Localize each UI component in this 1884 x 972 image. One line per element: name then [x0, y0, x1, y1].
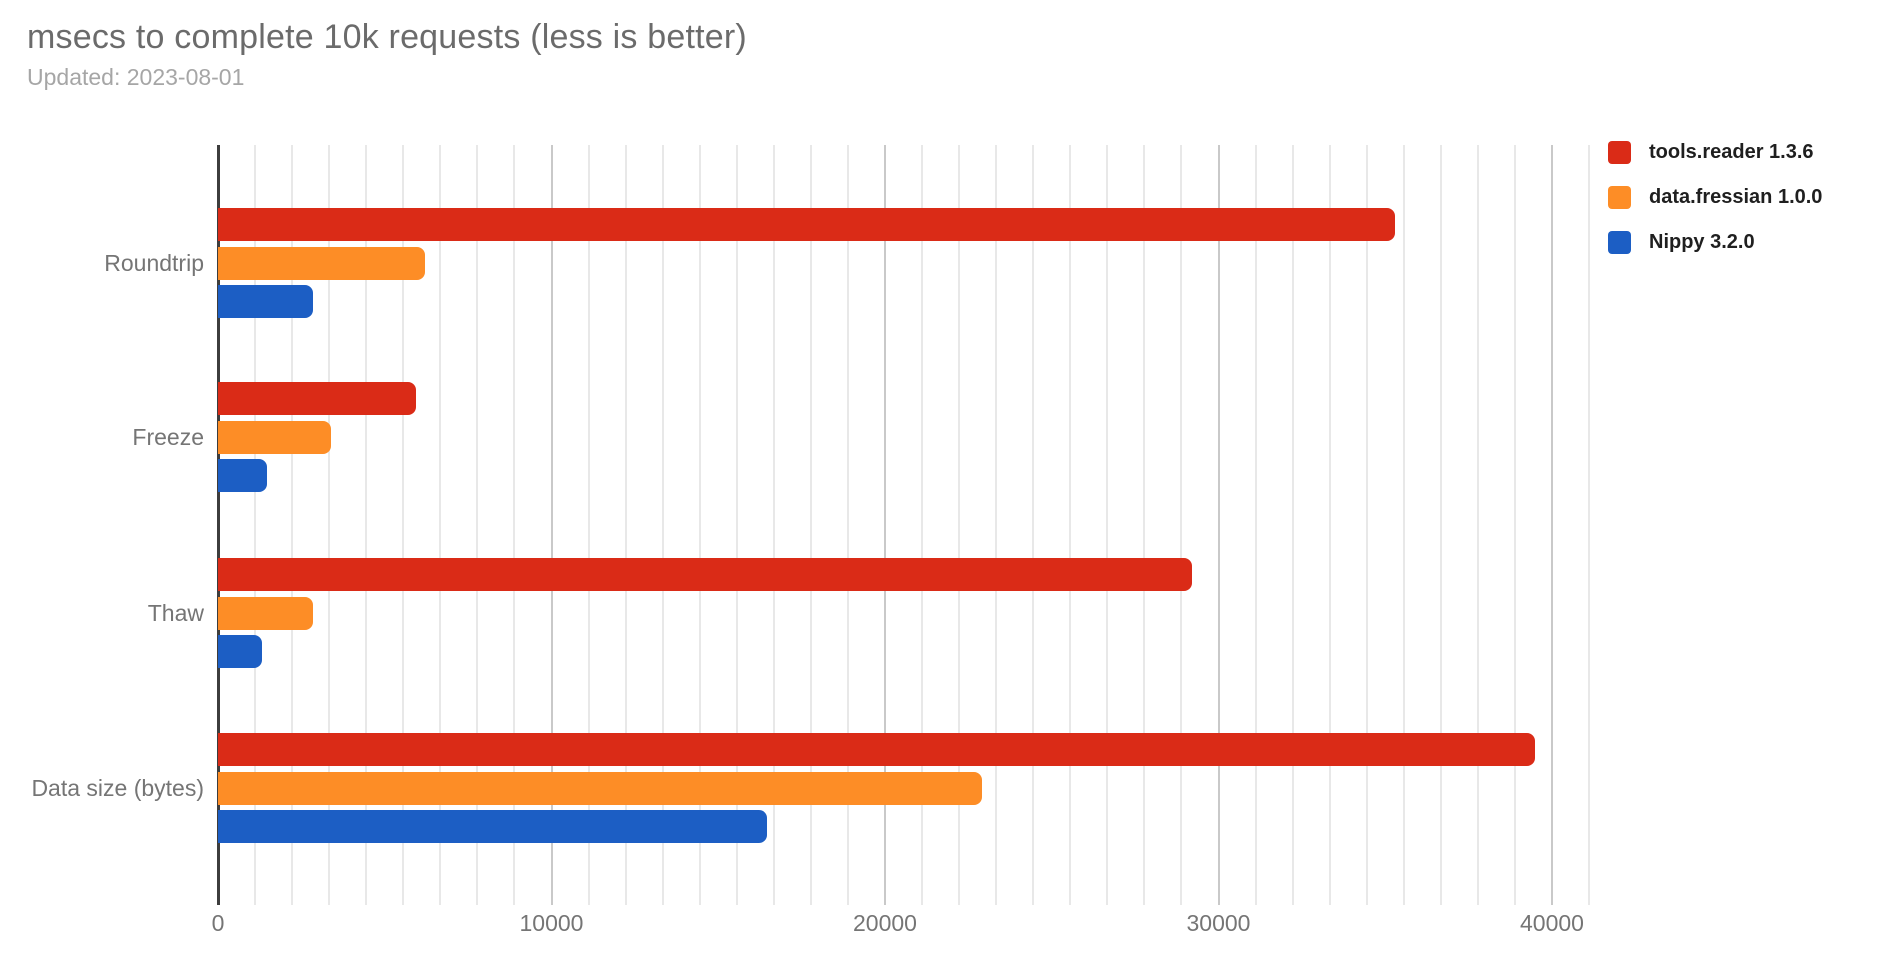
- gridline-minor: [365, 145, 368, 905]
- gridline-minor: [921, 145, 924, 905]
- gridline-minor: [328, 145, 331, 905]
- bar-data-size-bytes-series-1[interactable]: [218, 771, 982, 805]
- gridline-minor: [1328, 145, 1331, 905]
- gridline-minor: [1402, 145, 1405, 905]
- gridline-minor: [1291, 145, 1294, 905]
- gridline-minor: [772, 145, 775, 905]
- gridline-minor: [846, 145, 849, 905]
- gridline-minor: [958, 145, 961, 905]
- category-label: Roundtrip: [104, 250, 204, 276]
- gridline-minor: [698, 145, 701, 905]
- gridline-major: [550, 145, 553, 905]
- bar-data-size-bytes-series-0[interactable]: [218, 733, 1535, 766]
- gridline-major: [1217, 145, 1220, 905]
- bar-roundtrip-series-2[interactable]: [218, 285, 313, 318]
- bar-freeze-series-2[interactable]: [218, 459, 267, 492]
- legend-swatch-icon: [1608, 141, 1631, 164]
- gridline-major: [1551, 145, 1553, 905]
- gridline-minor: [1513, 145, 1516, 905]
- gridline-minor: [735, 145, 738, 905]
- bar-thaw-series-1[interactable]: [218, 596, 313, 630]
- gridline-minor: [1476, 145, 1479, 905]
- gridline-minor: [439, 145, 442, 905]
- x-tick-label: 20000: [853, 910, 917, 936]
- bar-roundtrip-series-1[interactable]: [218, 246, 425, 280]
- gridline-minor: [402, 145, 405, 905]
- gridline-minor: [809, 145, 812, 905]
- gridline-minor: [476, 145, 479, 905]
- legend-label: tools.reader 1.3.6: [1649, 141, 1814, 163]
- category-label: Data size (bytes): [31, 775, 204, 801]
- gridline-minor: [1032, 145, 1035, 905]
- legend-swatch-icon: [1608, 186, 1631, 209]
- category-label: Freeze: [132, 424, 204, 450]
- chart-title: msecs to complete 10k requests (less is …: [27, 18, 747, 56]
- gridline-major: [884, 145, 886, 905]
- x-tick-label: 0: [211, 910, 225, 936]
- legend-label: data.fressian 1.0.0: [1649, 186, 1823, 208]
- gridline-minor: [587, 145, 590, 905]
- gridline-minor: [1365, 145, 1368, 905]
- gridline-minor: [1439, 145, 1442, 905]
- bar-thaw-series-2[interactable]: [218, 635, 262, 668]
- category-label: Thaw: [147, 600, 204, 626]
- gridline-minor: [254, 145, 257, 905]
- legend-swatch-icon: [1608, 231, 1631, 254]
- bar-data-size-bytes-series-2[interactable]: [218, 810, 767, 843]
- gridline-minor: [995, 145, 998, 905]
- gridline-minor: [1180, 145, 1183, 905]
- bar-freeze-series-0[interactable]: [218, 382, 416, 415]
- bar-roundtrip-series-0[interactable]: [218, 208, 1395, 241]
- gridline-minor: [291, 145, 294, 905]
- gridline-minor: [661, 145, 664, 905]
- legend-label: Nippy 3.2.0: [1649, 231, 1755, 253]
- gridline-minor: [1143, 145, 1146, 905]
- gridline-minor: [513, 145, 516, 905]
- x-tick-label: 40000: [1520, 910, 1584, 936]
- gridline-minor: [1069, 145, 1072, 905]
- gridline-minor: [624, 145, 627, 905]
- gridline-minor: [1254, 145, 1257, 905]
- chart-subtitle: Updated: 2023-08-01: [27, 64, 245, 90]
- bar-thaw-series-0[interactable]: [218, 558, 1192, 591]
- gridline-minor: [1106, 145, 1109, 905]
- gridline-minor: [1588, 145, 1591, 905]
- x-tick-label: 10000: [519, 910, 584, 936]
- x-tick-label: 30000: [1186, 910, 1251, 936]
- bar-freeze-series-1[interactable]: [218, 420, 331, 454]
- y-axis-line: [217, 145, 220, 905]
